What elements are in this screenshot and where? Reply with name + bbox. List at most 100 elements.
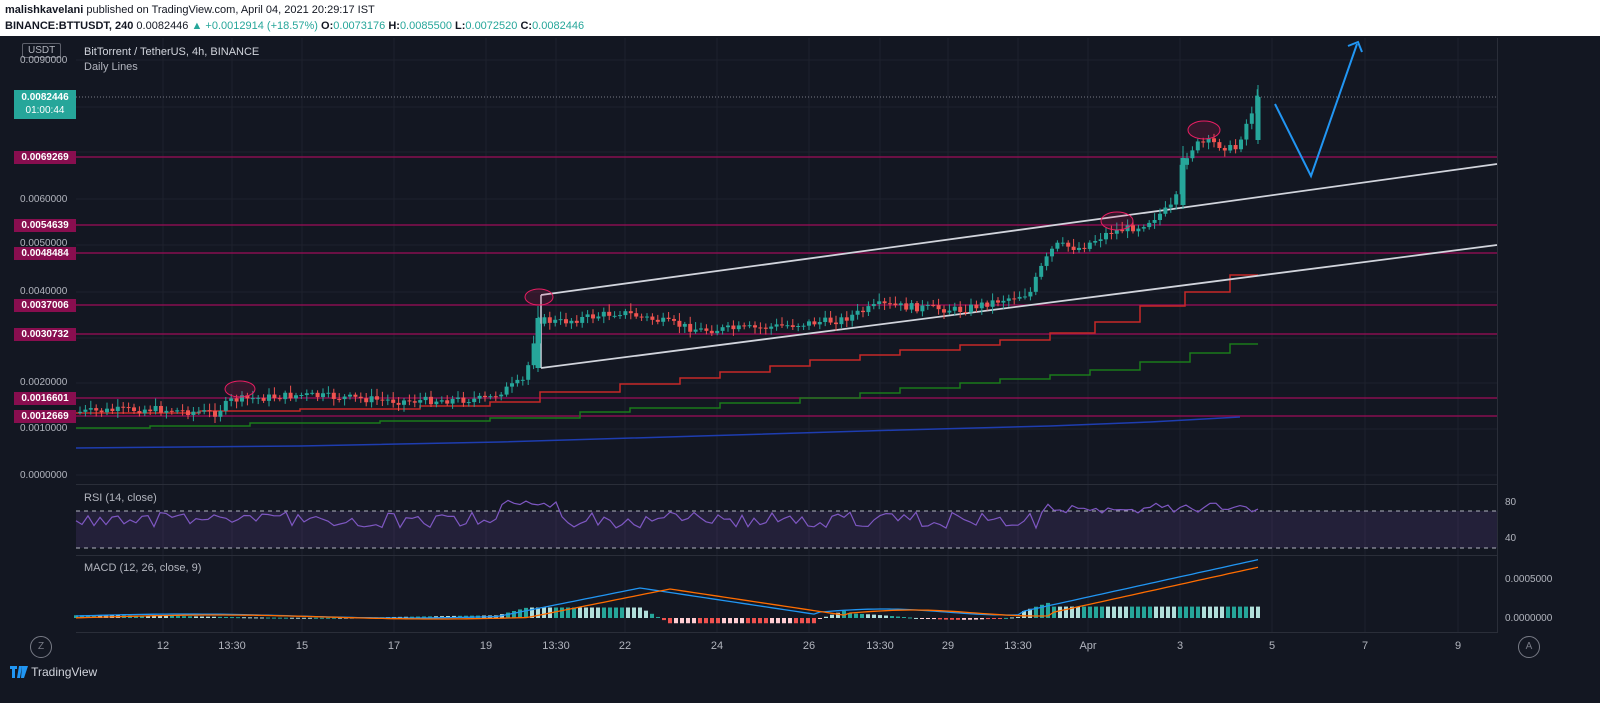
candle-body xyxy=(531,343,536,366)
macd-bar xyxy=(230,617,234,619)
macd-bar xyxy=(758,618,762,624)
candle-body xyxy=(234,398,239,402)
macd-bar xyxy=(254,617,258,619)
level-tag[interactable]: 0.0030732 xyxy=(14,328,76,341)
candle-body xyxy=(1201,141,1206,143)
level-tag[interactable]: 0.0037006 xyxy=(14,299,76,312)
projection-arrow-path[interactable] xyxy=(1274,43,1358,179)
tradingview-brand[interactable]: TradingView xyxy=(10,665,97,679)
tradingview-logo-icon xyxy=(10,666,28,678)
level-tag[interactable]: 0.0016601 xyxy=(14,392,76,405)
candle-body xyxy=(1212,138,1216,143)
channel-upper-extension[interactable] xyxy=(1179,163,1498,209)
candle-body xyxy=(277,398,282,400)
candle-body xyxy=(412,401,417,403)
macd-bar xyxy=(614,607,618,618)
macd-bar xyxy=(1034,606,1038,618)
candle-body xyxy=(105,408,109,413)
candle-body xyxy=(672,318,676,321)
macd-bar xyxy=(1232,606,1236,618)
candlesticks[interactable] xyxy=(78,85,1261,424)
candle-body xyxy=(299,394,304,396)
auto-scale-button[interactable]: A xyxy=(1518,636,1540,658)
highlight-ellipse[interactable] xyxy=(1187,120,1221,140)
macd-bar xyxy=(1142,606,1146,618)
channel-lower-line[interactable] xyxy=(540,244,1498,369)
macd-bar xyxy=(692,618,696,624)
candle-body xyxy=(547,317,552,323)
time-axis-label: 13:30 xyxy=(542,640,570,652)
macd-bar xyxy=(716,618,720,624)
macd-bar xyxy=(686,618,690,624)
level-tag[interactable]: 0.0054639 xyxy=(14,219,76,232)
candle-body xyxy=(337,398,342,400)
highlight-ellipse[interactable] xyxy=(524,288,554,306)
macd-label[interactable]: MACD (12, 26, close, 9) xyxy=(84,562,202,574)
candle-body xyxy=(844,317,849,321)
time-axis-label: 9 xyxy=(1454,640,1462,652)
candle-body xyxy=(1174,194,1179,205)
highlight-ellipse[interactable] xyxy=(1100,211,1134,231)
macd-bar xyxy=(788,618,792,624)
candle-body xyxy=(369,396,374,403)
macd-signal-line[interactable] xyxy=(75,566,1259,620)
price-axis-label: 0.0090000 xyxy=(20,55,68,66)
pane-separator-macd[interactable] xyxy=(76,555,1498,556)
macd-bar xyxy=(1046,602,1050,618)
level-tag[interactable]: 0.0048484 xyxy=(14,247,76,260)
rsi-label[interactable]: RSI (14, close) xyxy=(84,492,157,504)
time-axis-label: 12 xyxy=(156,640,170,652)
price-axis-label: 0.0060000 xyxy=(20,194,68,205)
candle-body xyxy=(861,310,865,313)
macd-line[interactable] xyxy=(75,558,1259,619)
highlight-ellipse[interactable] xyxy=(224,380,256,398)
macd-bar xyxy=(152,615,156,618)
candle-body xyxy=(682,323,687,327)
candle-body xyxy=(920,305,925,312)
level-tag[interactable]: 0.0069269 xyxy=(14,151,76,164)
candle-body xyxy=(709,330,714,334)
low-value: 0.0072520 xyxy=(465,20,518,32)
candle-body xyxy=(925,304,930,306)
macd-bar xyxy=(1220,606,1224,618)
macd-bar xyxy=(1076,606,1080,618)
candle-body xyxy=(807,321,811,326)
time-axis-label: Apr xyxy=(1079,640,1097,652)
candle-body xyxy=(569,320,574,324)
price-axis-label: 0.0020000 xyxy=(20,377,68,388)
currency-label[interactable]: USDT xyxy=(22,43,62,58)
macd-bar xyxy=(674,618,678,624)
horizontal-levels[interactable] xyxy=(76,156,1497,417)
macd-bar xyxy=(1136,606,1140,618)
level-tag[interactable]: 0.0012669 xyxy=(14,410,76,423)
macd-bar xyxy=(770,618,774,624)
candle-body xyxy=(650,316,655,320)
pane-separator-rsi[interactable] xyxy=(76,484,1498,485)
candle-body xyxy=(990,300,995,307)
macd-bar xyxy=(86,615,90,618)
grid-lines xyxy=(76,38,1497,632)
macd-bar xyxy=(566,607,570,618)
high-value: 0.0085500 xyxy=(399,20,452,32)
candle-body xyxy=(1006,298,1011,301)
time-zone-button[interactable]: Z xyxy=(30,636,52,658)
macd-bar xyxy=(320,617,324,619)
candle-body xyxy=(596,316,601,319)
macd-bar xyxy=(992,618,996,619)
candle-body xyxy=(1195,141,1200,151)
macd-bar xyxy=(746,618,750,624)
macd-bar xyxy=(1070,606,1074,618)
candle-body xyxy=(1120,229,1125,232)
macd-bar xyxy=(608,607,612,618)
candle-body xyxy=(542,317,547,324)
current-price-tag: 0.0082446 01:00:44 xyxy=(14,90,76,119)
channel-upper-line[interactable] xyxy=(540,207,1181,296)
candle-body xyxy=(726,325,730,328)
rsi-line[interactable] xyxy=(75,499,1259,530)
candle-body xyxy=(612,315,617,317)
author-name[interactable]: malishkavelani xyxy=(5,4,84,16)
macd-bar xyxy=(1124,606,1128,618)
candle-body xyxy=(904,303,909,310)
candle-body xyxy=(1012,298,1017,300)
